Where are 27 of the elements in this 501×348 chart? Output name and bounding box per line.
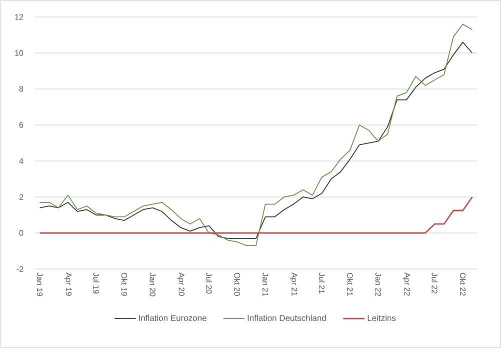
x-tick-label: Apr 22 [402, 272, 410, 296]
y-tick-label: 8 [19, 86, 24, 92]
legend-label: Leitzins [368, 314, 396, 321]
x-tick-label: Apr 20 [177, 272, 184, 296]
x-tick-label: Okt 21 [347, 272, 353, 296]
x-tick-label: Jul 19 [93, 272, 100, 294]
y-tick-label: 10 [15, 50, 24, 56]
x-tick-label: Jan 22 [375, 272, 382, 296]
legend-label: Inflation Eurozone [139, 314, 206, 321]
x-tick-label: Jul 21 [318, 272, 325, 294]
x-tick-label: Jul 22 [432, 272, 438, 294]
x-tick-label: Okt 19 [121, 272, 128, 296]
x-tick-label: Okt 22 [460, 272, 466, 296]
x-tick-label: Okt 20 [234, 272, 240, 296]
y-tick-label: 4 [19, 158, 24, 164]
y-tick-label: 6 [19, 122, 24, 128]
legend-label: Inflation Deutschland [248, 314, 326, 321]
x-tick-label: Jan 20 [150, 272, 156, 296]
y-tick-label: 2 [19, 194, 24, 200]
x-tick-label: Apr 21 [290, 272, 298, 296]
x-tick-label: Jan 21 [262, 272, 268, 296]
y-tick-label: 12 [15, 14, 24, 20]
x-tick-label: Jan 19 [36, 272, 43, 296]
x-tick-label: Jul 20 [206, 272, 212, 294]
y-tick-label: 0 [19, 230, 24, 236]
y-tick-label: -2 [16, 266, 24, 272]
x-tick-label: Apr 19 [64, 272, 72, 296]
